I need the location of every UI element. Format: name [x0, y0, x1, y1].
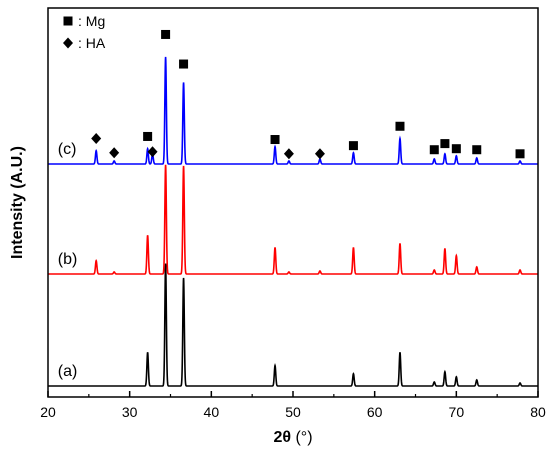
ha-peak-marker — [283, 148, 294, 160]
x-tick-label-4: 60 — [367, 404, 383, 420]
mg-peak-marker — [143, 131, 153, 141]
legend-marker-1 — [63, 37, 73, 49]
x-tick-label-3: 50 — [285, 404, 301, 420]
mg-peak-marker — [440, 139, 450, 149]
mg-peak-marker — [270, 135, 280, 145]
mg-peak-marker — [161, 29, 171, 39]
peak-marker-layer — [91, 29, 525, 160]
x-axis-title: 2θ (°) — [273, 429, 312, 446]
x-axis-ticks: 20 30 40 50 60 70 80 — [40, 391, 546, 420]
ha-peak-marker — [91, 133, 102, 144]
series-label-layer: (a) (b) (c) — [58, 141, 78, 380]
plot-frame — [47, 7, 539, 398]
mg-peak-marker — [395, 121, 405, 131]
x-tick-label-0: 20 — [40, 404, 56, 420]
legend-label-0: : Mg — [78, 13, 105, 29]
mg-peak-marker — [179, 59, 189, 69]
mg-peak-marker — [515, 149, 525, 159]
ha-peak-marker — [314, 148, 325, 160]
legend: : Mg : HA — [63, 13, 106, 51]
x-tick-label-6: 80 — [530, 404, 546, 420]
series-label-1: (b) — [58, 251, 78, 268]
x-tick-label-1: 30 — [122, 404, 138, 420]
mg-peak-marker — [451, 144, 461, 154]
legend-label-1: : HA — [78, 35, 106, 51]
y-axis-title: Intensity (A.U.) — [9, 146, 26, 259]
mg-peak-marker — [429, 145, 439, 155]
mg-peak-marker — [472, 145, 482, 155]
series-line-0 — [48, 263, 538, 387]
series-label-2: (c) — [58, 141, 77, 158]
ha-peak-marker — [147, 146, 158, 158]
series-line-1 — [48, 164, 538, 275]
ha-peak-marker — [109, 147, 120, 159]
x-axis-title-main: 2θ — [273, 429, 291, 446]
series-layer — [48, 56, 538, 387]
legend-marker-0 — [63, 16, 73, 26]
x-tick-label-5: 70 — [449, 404, 465, 420]
series-label-0: (a) — [58, 363, 78, 380]
x-tick-label-2: 40 — [204, 404, 220, 420]
series-line-2 — [48, 56, 538, 165]
mg-peak-marker — [348, 141, 358, 151]
x-axis-title-unit: (°) — [291, 429, 313, 446]
